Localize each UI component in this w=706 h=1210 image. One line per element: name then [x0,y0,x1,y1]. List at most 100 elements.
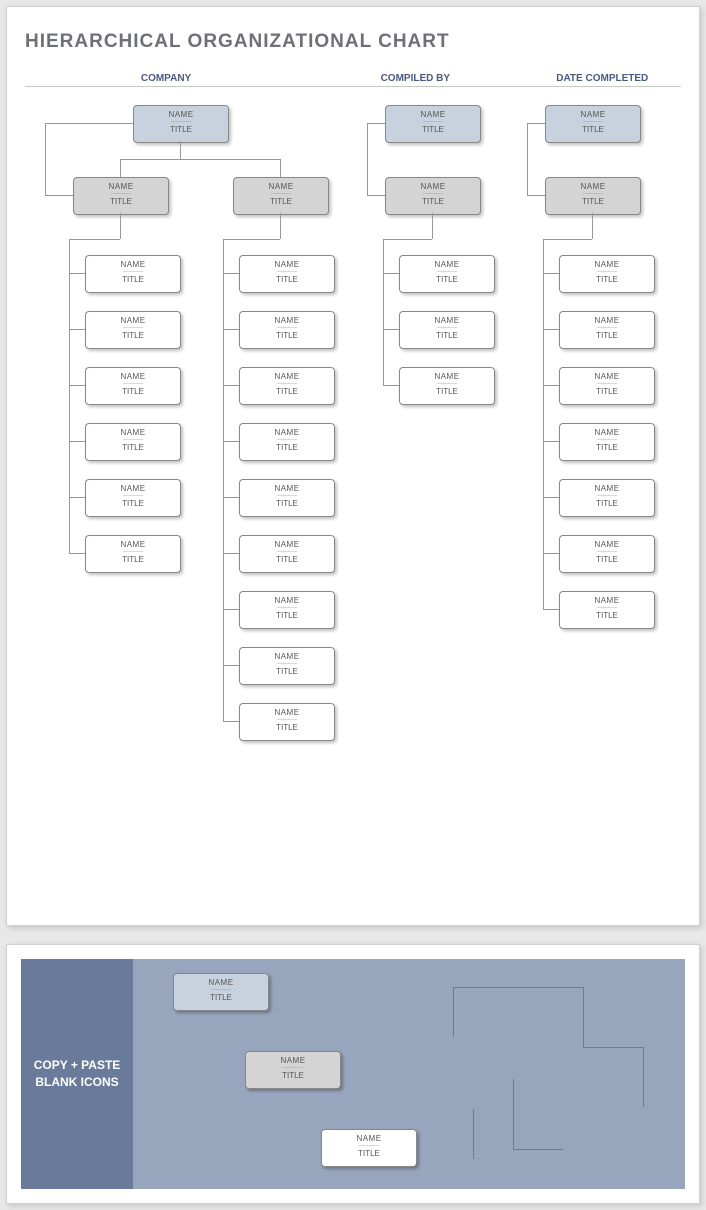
org-node-title: TITLE [560,555,654,564]
connector-h [543,239,592,240]
org-node: NAME----------TITLE [245,1051,341,1089]
org-node-sep: ---------- [86,270,180,274]
org-node: NAME----------TITLE [239,703,335,741]
connector-h [367,195,385,196]
connector-v [383,239,384,385]
connector-h [543,553,559,554]
org-node-sep: ---------- [400,270,494,274]
org-node: NAME----------TITLE [85,311,181,349]
org-node-title: TITLE [240,443,334,452]
org-node-title: TITLE [546,197,640,206]
org-node-name: NAME [240,648,334,661]
org-node-sep: ---------- [174,988,268,992]
org-node: NAME----------TITLE [559,479,655,517]
org-node-name: NAME [546,106,640,119]
connector-h [69,441,85,442]
org-node: NAME----------TITLE [239,423,335,461]
panel2-connector [583,1047,643,1048]
org-node-name: NAME [240,704,334,717]
org-node-title: TITLE [560,443,654,452]
org-node-name: NAME [386,178,480,191]
org-node: NAME----------TITLE [399,367,495,405]
org-node-title: TITLE [560,275,654,284]
org-node-title: TITLE [86,555,180,564]
org-node-sep: ---------- [240,494,334,498]
connector-v [592,213,593,239]
org-node-name: NAME [240,592,334,605]
connector-h [223,721,239,722]
org-node-name: NAME [400,256,494,269]
org-node-title: TITLE [86,387,180,396]
org-node: NAME----------TITLE [239,367,335,405]
org-node-name: NAME [386,106,480,119]
org-node-sep: ---------- [240,438,334,442]
connector-h [527,123,545,124]
org-node-title: TITLE [86,499,180,508]
connector-h [223,273,239,274]
connector-h [45,195,73,196]
header-compiled-by: COMPILED BY [307,73,523,84]
org-node-name: NAME [560,592,654,605]
connector-h [120,159,280,160]
org-node-sep: ---------- [234,192,328,196]
org-node-sep: ---------- [246,1066,340,1070]
org-node-title: TITLE [560,331,654,340]
org-node-name: NAME [86,424,180,437]
org-node-name: NAME [322,1130,416,1143]
org-node-sep: ---------- [86,326,180,330]
connector-h [543,441,559,442]
org-node-name: NAME [86,536,180,549]
org-node-sep: ---------- [386,192,480,196]
org-node-title: TITLE [86,443,180,452]
org-node-name: NAME [560,424,654,437]
org-node-name: NAME [240,312,334,325]
org-node-sep: ---------- [400,326,494,330]
org-node-title: TITLE [240,667,334,676]
org-node-title: TITLE [134,125,228,134]
org-node-name: NAME [174,974,268,987]
org-node: NAME----------TITLE [239,647,335,685]
panel2-connector [453,987,454,1037]
org-node-title: TITLE [560,387,654,396]
panel2-playground: NAME----------TITLENAME----------TITLENA… [133,959,685,1189]
org-node: NAME----------TITLE [545,105,641,143]
org-node-sep: ---------- [240,718,334,722]
org-node-name: NAME [86,256,180,269]
org-node: NAME----------TITLE [559,255,655,293]
org-chart-canvas: NAME----------TITLENAME----------TITLENA… [25,105,681,895]
connector-h [69,497,85,498]
connector-h [223,665,239,666]
org-node-sep: ---------- [240,326,334,330]
connector-v [280,213,281,239]
org-node: NAME----------TITLE [399,255,495,293]
org-node-sep: ---------- [74,192,168,196]
connector-v [120,159,121,177]
page-title: HIERARCHICAL ORGANIZATIONAL CHART [25,31,681,53]
org-node-sep: ---------- [560,606,654,610]
org-node-title: TITLE [86,275,180,284]
connector-h [383,273,399,274]
org-node: NAME----------TITLE [239,479,335,517]
org-node-title: TITLE [240,555,334,564]
org-node: NAME----------TITLE [545,177,641,215]
org-node-sep: ---------- [86,550,180,554]
connector-h [223,329,239,330]
connector-h [223,609,239,610]
panel2-connector [583,987,584,1047]
org-node-sep: ---------- [560,326,654,330]
panel2-connector [513,987,583,988]
org-node: NAME----------TITLE [85,479,181,517]
org-node-sep: ---------- [86,494,180,498]
org-node-title: TITLE [246,1071,340,1080]
org-node-sep: ---------- [240,550,334,554]
connector-h [543,609,559,610]
org-node-title: TITLE [560,611,654,620]
org-node-name: NAME [134,106,228,119]
connector-h [543,385,559,386]
org-node-title: TITLE [240,723,334,732]
org-node-sep: ---------- [546,192,640,196]
panel2-side-line1: COPY + PASTE [34,1058,121,1072]
org-node: NAME----------TITLE [559,591,655,629]
org-node-name: NAME [240,368,334,381]
org-node-name: NAME [86,480,180,493]
